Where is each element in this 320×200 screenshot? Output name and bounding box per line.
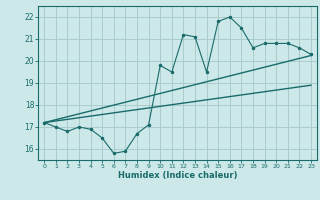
X-axis label: Humidex (Indice chaleur): Humidex (Indice chaleur) [118, 171, 237, 180]
